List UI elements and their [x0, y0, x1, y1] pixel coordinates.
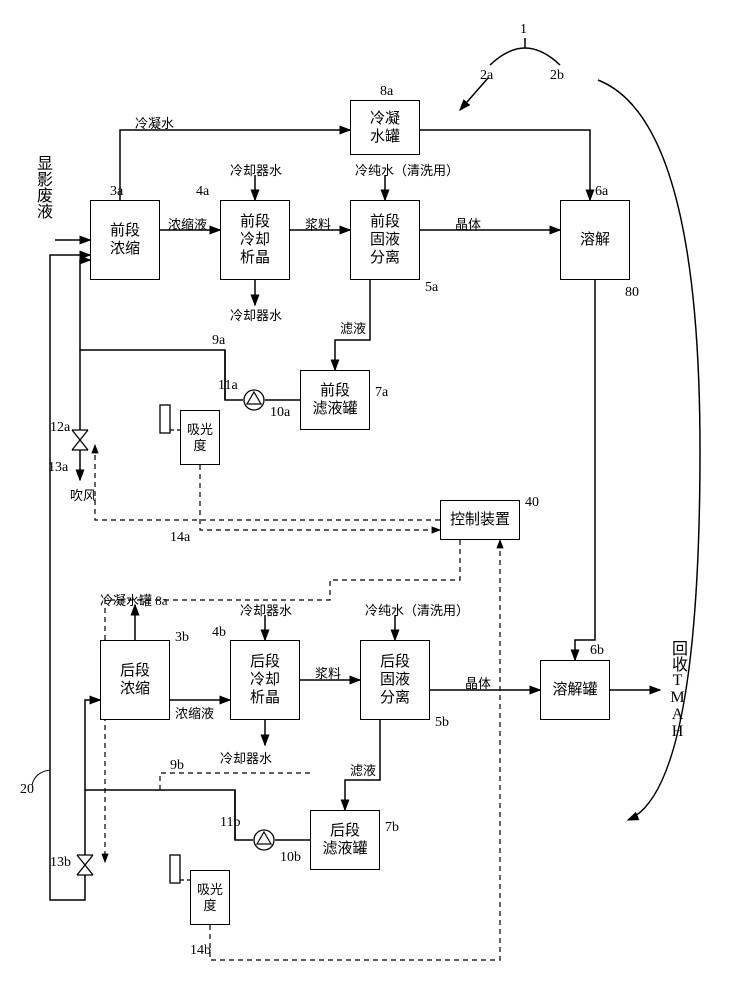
- pump-icon-10a: [243, 389, 265, 411]
- n14a: 14a: [170, 530, 190, 546]
- n5a: 5a: [425, 280, 438, 296]
- n5b: 5b: [435, 715, 449, 731]
- n7a: 7a: [375, 385, 388, 401]
- n4b: 4b: [212, 625, 226, 641]
- lbl-blow: 吹风: [70, 485, 96, 504]
- box-7a: 前段 滤液罐: [300, 370, 370, 430]
- pump-icon-10b: [253, 829, 275, 851]
- n12a: 12a: [50, 420, 70, 436]
- lbl-filtrate-a: 滤液: [340, 318, 366, 337]
- n14b: 14b: [190, 943, 211, 959]
- n9b: 9b: [170, 758, 184, 774]
- n11b: 11b: [220, 815, 240, 831]
- n3b: 3b: [175, 630, 189, 646]
- lbl-cooler-out-b: 冷却器水: [220, 748, 272, 767]
- lbl-slurry-a: 浆料: [305, 214, 331, 233]
- box-3b: 后段 浓缩: [100, 640, 170, 720]
- box-4a: 前段 冷却 析晶: [220, 200, 290, 280]
- n11a: 11a: [218, 378, 238, 394]
- n7b: 7b: [385, 820, 399, 836]
- n80: 80: [625, 285, 639, 301]
- input-label: 显影废液: [30, 155, 54, 219]
- label-1: 1: [520, 22, 527, 38]
- lbl-cooler-in-a: 冷却器水: [230, 160, 282, 179]
- n6b: 6b: [590, 643, 604, 659]
- n3a: 3a: [110, 184, 123, 200]
- output-label: 回收TMAH: [665, 640, 689, 740]
- box-abs-a: 吸光 度: [180, 410, 220, 465]
- box-abs-b: 吸光 度: [190, 870, 230, 925]
- n20: 20: [20, 782, 34, 798]
- n10a: 10a: [270, 405, 290, 421]
- n40: 40: [525, 495, 539, 511]
- n10b: 10b: [280, 850, 301, 866]
- lbl-crystal-b: 晶体: [465, 673, 491, 692]
- n13b: 13b: [50, 855, 71, 871]
- box-6a: 溶解: [560, 200, 630, 280]
- lbl-cooler-in-b: 冷却器水: [240, 600, 292, 619]
- box-4b: 后段 冷却 析晶: [230, 640, 300, 720]
- lbl-crystal-a: 晶体: [455, 214, 481, 233]
- box-3a: 前段 浓缩: [90, 200, 160, 280]
- box-ctrl: 控制装置: [440, 500, 520, 540]
- lbl-conc-b: 浓缩液: [175, 703, 214, 722]
- box-8a: 冷凝 水罐: [350, 100, 420, 155]
- label-2b: 2b: [550, 68, 564, 84]
- box-5b: 后段 固液 分离: [360, 640, 430, 720]
- lbl-pure-a: 冷纯水（清洗用）: [355, 160, 459, 179]
- lbl-cond-water: 冷凝水: [135, 113, 174, 132]
- lbl-conc-a: 浓缩液: [168, 214, 207, 233]
- n13a: 13a: [48, 460, 68, 476]
- lbl-filtrate-b: 滤液: [350, 760, 376, 779]
- box-7b: 后段 滤液罐: [310, 810, 380, 870]
- lbl-cooler-out-a: 冷却器水: [230, 305, 282, 324]
- lbl-cond-tank-b: 冷凝水罐 8a: [100, 590, 168, 609]
- box-5a: 前段 固液 分离: [350, 200, 420, 280]
- lbl-pure-b: 冷纯水（清洗用）: [365, 600, 469, 619]
- n9a: 9a: [212, 333, 225, 349]
- box-6b: 溶解罐: [540, 660, 610, 720]
- n6a: 6a: [595, 184, 608, 200]
- n4a: 4a: [196, 184, 209, 200]
- label-2a: 2a: [480, 68, 493, 84]
- n8a: 8a: [380, 84, 393, 100]
- lbl-slurry-b: 浆料: [315, 663, 341, 682]
